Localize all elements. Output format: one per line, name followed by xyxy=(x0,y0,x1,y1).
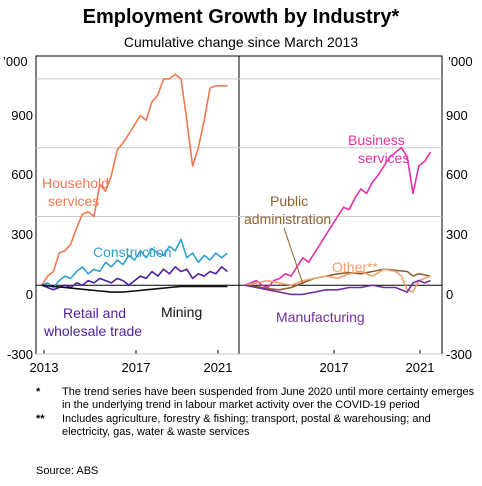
footnotes: * The trend series have been suspended f… xyxy=(36,386,476,440)
y-tick-right-300: 300 xyxy=(446,227,468,242)
x-tick-right-2017: 2017 xyxy=(320,360,349,375)
footnote-1-text: The trend series have been suspended fro… xyxy=(62,386,475,411)
y-tick-left-900: 900 xyxy=(11,108,33,123)
label-other: Other** xyxy=(332,259,378,275)
x-tick-left-2021: 2021 xyxy=(204,360,233,375)
left-panel-series xyxy=(41,73,228,293)
label-business-1: Business xyxy=(348,132,405,148)
footnote-2-marker: ** xyxy=(36,413,45,425)
label-manufacturing: Manufacturing xyxy=(276,309,365,325)
series-line-other xyxy=(244,268,431,293)
x-tick-right-2021: 2021 xyxy=(406,360,435,375)
chart-subtitle: Cumulative change since March 2013 xyxy=(123,34,359,50)
label-household-1: Household xyxy=(42,175,109,191)
label-business-2: services xyxy=(358,150,409,166)
label-public-2: administration xyxy=(244,211,331,227)
y-tick-right-0: 0 xyxy=(446,287,453,302)
chart-title: Employment Growth by Industry* xyxy=(82,6,400,28)
series-line-mining xyxy=(41,284,228,293)
public-administration-leader xyxy=(283,227,304,285)
y-tick-left-300: 300 xyxy=(11,227,33,242)
x-tick-left-2017: 2017 xyxy=(122,360,151,375)
y-tick-left-minus300: -300 xyxy=(7,347,33,362)
right-panel-series xyxy=(244,146,432,296)
series-line-business-services xyxy=(244,146,432,289)
source-note: Source: ABS xyxy=(36,465,99,477)
label-construction: Construction xyxy=(93,244,172,260)
footnote-2-text: Includes agriculture, forestry & fishing… xyxy=(62,413,431,438)
y-tick-left-600: 600 xyxy=(11,167,33,182)
series-line-household-services xyxy=(41,73,228,286)
y-tick-right-600: 600 xyxy=(446,167,468,182)
footnote-1: * The trend series have been suspended f… xyxy=(36,386,476,412)
y-unit-right: ’000 xyxy=(448,54,473,69)
series-line-retail-and-wholesale-trade xyxy=(41,266,228,291)
label-public-1: Public xyxy=(270,193,308,209)
footnote-1-marker: * xyxy=(36,386,41,398)
y-tick-left-0: 0 xyxy=(26,287,33,302)
label-mining: Mining xyxy=(161,304,202,320)
y-unit-left: ’000 xyxy=(3,54,28,69)
series-line-public-administration xyxy=(244,268,431,291)
label-household-2: services xyxy=(48,193,99,209)
x-tick-left-2013: 2013 xyxy=(30,360,59,375)
gridlines xyxy=(36,78,442,355)
footnote-2: ** Includes agriculture, forestry & fish… xyxy=(36,413,476,439)
label-retail-1: Retail and xyxy=(63,305,126,321)
y-tick-right-minus300: -300 xyxy=(446,347,472,362)
y-tick-right-900: 900 xyxy=(446,108,468,123)
series-line-construction xyxy=(41,238,228,289)
label-retail-2: wholesale trade xyxy=(43,323,142,339)
series-line-manufacturing xyxy=(244,279,431,296)
